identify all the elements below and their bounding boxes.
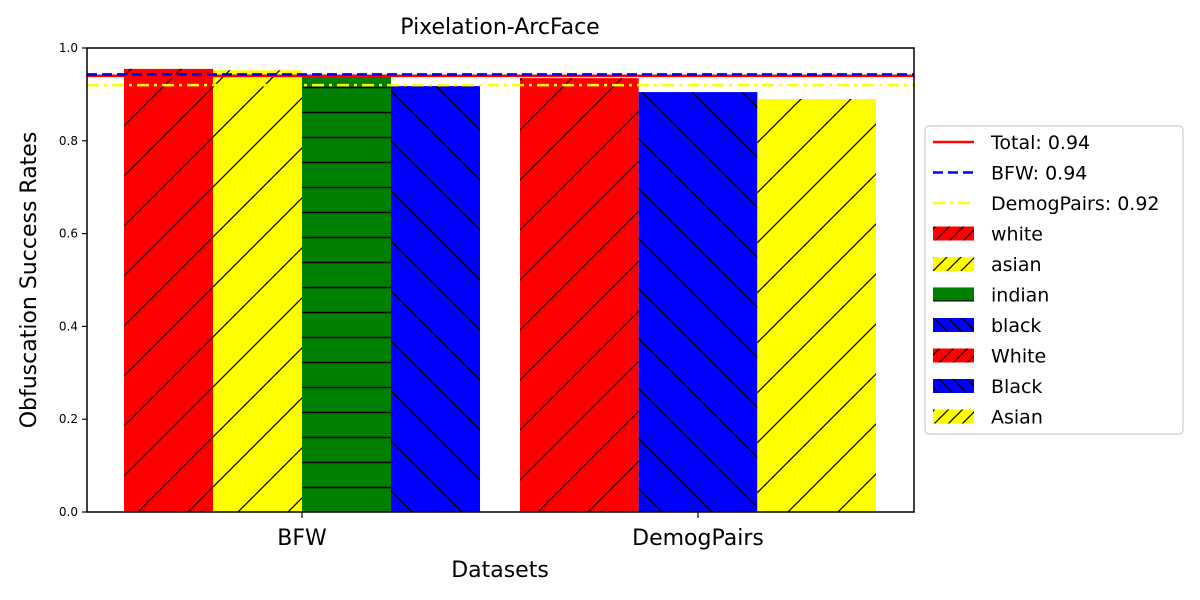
bar-bfw-asian-hatch <box>213 70 302 512</box>
legend-label: asian <box>991 254 1042 276</box>
legend-label: Black <box>991 376 1042 398</box>
legend-entry-asian: Asian <box>933 407 1043 429</box>
legend-patch-hatch <box>933 379 974 393</box>
legend-patch-hatch <box>933 409 974 424</box>
bar-demogpairs-asian-hatch <box>757 99 876 512</box>
legend-entry-black: black <box>933 315 1041 337</box>
bar-bfw-indian-hatch <box>302 74 391 512</box>
chart-title: Pixelation-ArcFace <box>400 15 599 40</box>
legend-label: Total: 0.94 <box>990 132 1090 154</box>
legend-patch-hatch <box>933 226 974 241</box>
legend-entry-asian: asian <box>933 254 1042 276</box>
plot-area <box>87 68 914 512</box>
y-tick-label: 0.6 <box>59 227 78 241</box>
legend-label: black <box>991 315 1041 337</box>
bar-demogpairs-black-hatch <box>638 92 758 512</box>
legend-entry-indian: indian <box>933 285 1049 307</box>
legend-label: White <box>991 346 1046 368</box>
x-tick-label: DemogPairs <box>632 526 764 551</box>
y-tick-label: 0.4 <box>59 319 78 333</box>
bars-layer <box>124 68 876 512</box>
x-axis: BFW DemogPairs <box>277 512 764 551</box>
y-tick-label: 0.0 <box>59 505 78 519</box>
legend-entry-white: white <box>933 224 1043 246</box>
legend-label: indian <box>991 285 1049 307</box>
legend-patch-hatch <box>933 257 974 271</box>
legend-label: DemogPairs: 0.92 <box>991 193 1160 215</box>
bar-demogpairs-white-hatch <box>520 78 639 512</box>
x-tick-label: BFW <box>277 526 327 551</box>
legend-entry-demogpairs-0-92: DemogPairs: 0.92 <box>933 193 1160 215</box>
legend-patch-hatch <box>933 348 974 363</box>
bar-bfw-white-hatch <box>124 68 213 512</box>
legend-patch-hatch <box>933 318 974 332</box>
y-tick-label: 0.2 <box>59 412 78 426</box>
legend-entry-bfw-0-94: BFW: 0.94 <box>933 163 1087 185</box>
x-axis-label: Datasets <box>451 558 549 583</box>
legend-entry-white: White <box>933 346 1046 368</box>
legend-entry-total-0-94: Total: 0.94 <box>933 132 1090 154</box>
y-axis: 0.0 0.2 0.4 0.6 0.8 1.0 <box>59 41 87 519</box>
y-tick-label: 1.0 <box>59 41 78 55</box>
reference-lines <box>87 73 914 87</box>
legend-label: BFW: 0.94 <box>991 163 1087 185</box>
legend-entry-black: Black <box>933 376 1042 398</box>
y-axis-label: Obfuscation Success Rates <box>17 132 42 429</box>
legend-label: white <box>991 224 1043 246</box>
legend-patch-hatch <box>933 287 974 302</box>
plot-frame <box>86 47 915 513</box>
legend-label: Asian <box>991 407 1043 429</box>
bar-bfw-black-hatch <box>391 86 480 512</box>
legend-frame <box>924 125 1184 435</box>
legend: Total: 0.94 BFW: 0.94 DemogPairs: 0.92 whit… <box>924 125 1184 435</box>
y-tick-label: 0.8 <box>59 134 78 148</box>
